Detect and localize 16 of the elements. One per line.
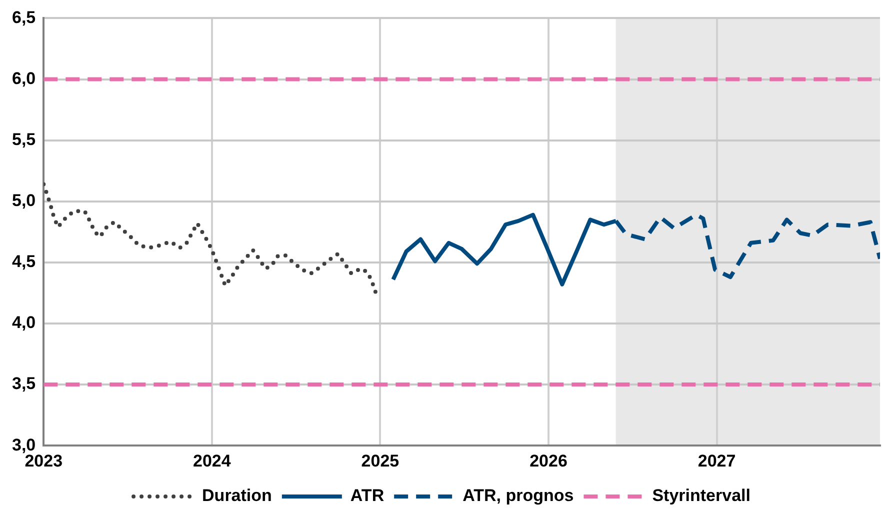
- line-series: [44, 182, 378, 295]
- x-tick-label: 2025: [361, 451, 400, 470]
- legend-label: ATR: [350, 486, 384, 506]
- x-tick-label: 2027: [698, 451, 736, 470]
- x-tick-label: 2026: [530, 451, 568, 470]
- x-tick-label: 2024: [193, 451, 232, 470]
- y-tick-label: 4,0: [12, 313, 36, 332]
- legend-label: Duration: [202, 486, 272, 506]
- legend-label: ATR, prognos: [462, 486, 574, 506]
- y-tick-label: 3,5: [12, 374, 36, 394]
- y-tick-label: 5,0: [12, 191, 36, 210]
- y-tick-label: 4,5: [12, 252, 36, 272]
- y-tick-label: 6,5: [12, 8, 36, 27]
- legend-label: Styrintervall: [652, 486, 750, 506]
- y-tick-label: 5,5: [12, 130, 36, 149]
- y-tick-label: 6,0: [12, 68, 36, 88]
